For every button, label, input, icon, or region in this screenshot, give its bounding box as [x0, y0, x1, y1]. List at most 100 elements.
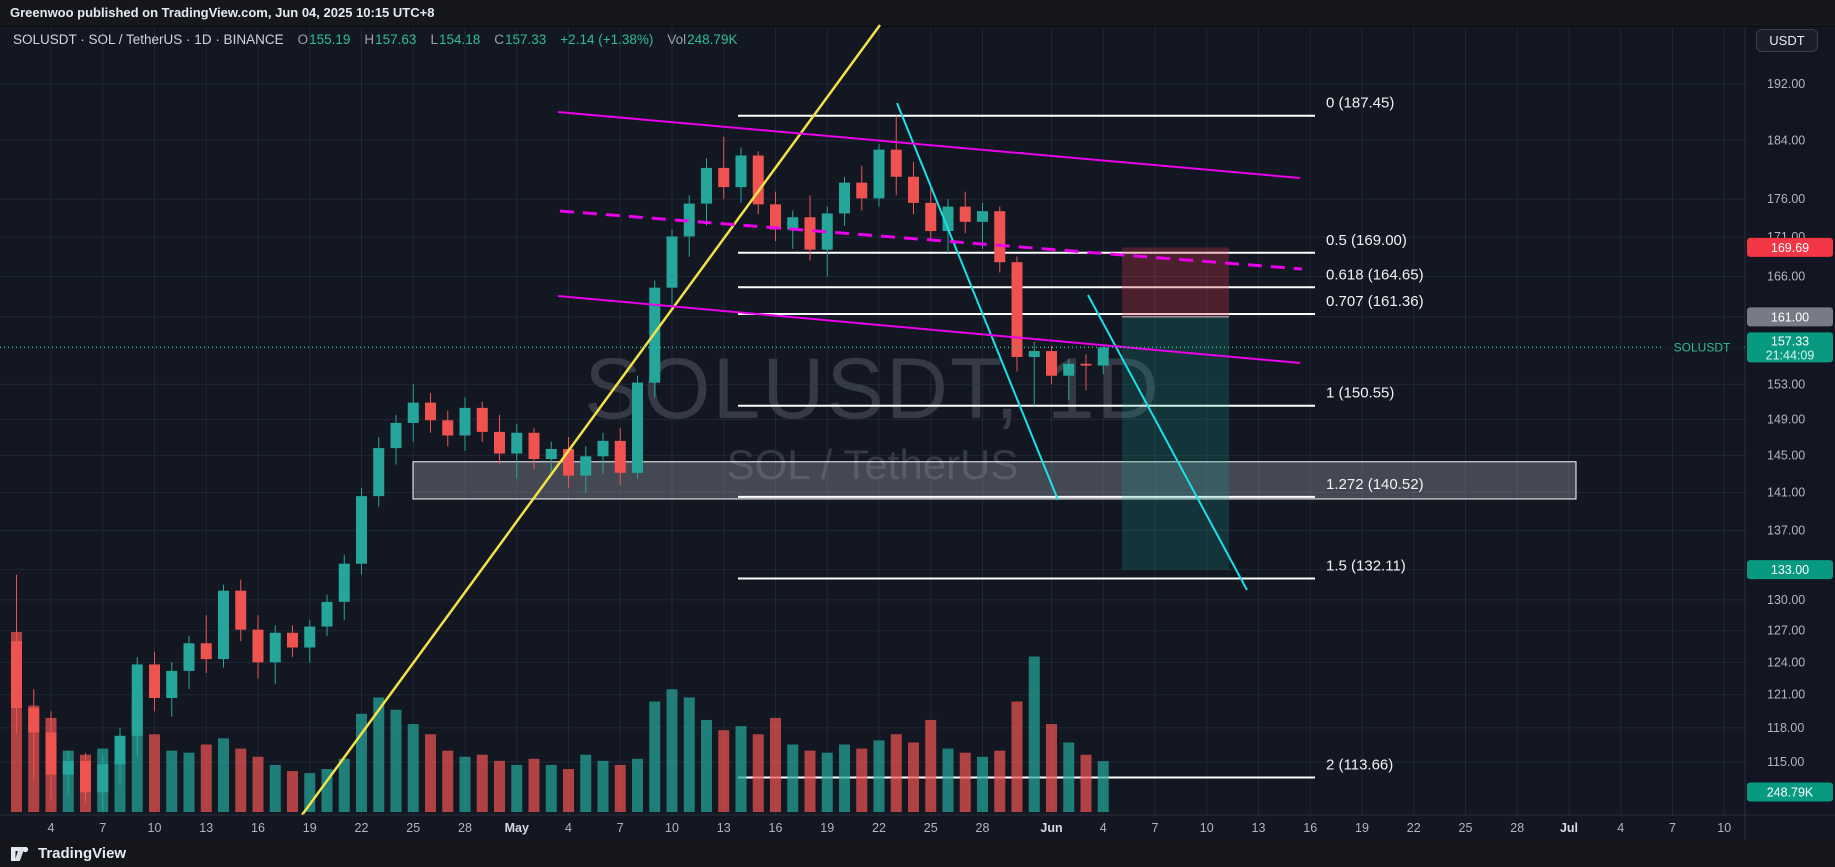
- volume-bar: [218, 738, 229, 812]
- symbol-info-bar[interactable]: SOLUSDT · SOL / TetherUS · 1D · BINANCE …: [13, 32, 737, 47]
- tradingview-logo-icon[interactable]: [10, 845, 30, 863]
- time-axis-label: 22: [355, 821, 369, 835]
- fib-level-label: 1.272 (140.52): [1326, 476, 1424, 493]
- candle-body: [511, 432, 523, 454]
- volume-bar: [252, 756, 264, 812]
- candle-body: [839, 182, 850, 214]
- volume-bar: [476, 754, 488, 812]
- volume-bar: [511, 764, 523, 812]
- ohlc-high: H 157.63: [364, 32, 417, 47]
- price-axis-label: 115.00: [1767, 755, 1804, 769]
- candle-body: [356, 496, 367, 564]
- volume-bar: [804, 750, 816, 812]
- chart-canvas[interactable]: 0 (187.45) 0.5 (169.00) 0.618 (164.65) 0.70…: [0, 0, 1835, 840]
- volume-bar: [563, 769, 574, 812]
- volume-bar: [166, 750, 178, 812]
- candle-body: [528, 432, 540, 460]
- time-axis-label: 19: [303, 821, 317, 835]
- time-axis-label: 13: [717, 821, 731, 835]
- time-axis-label: 7: [1152, 821, 1159, 835]
- position-risk-box[interactable]: [1122, 247, 1229, 317]
- volume-bar: [373, 697, 385, 812]
- time-axis-label: 10: [148, 821, 162, 835]
- price-axis-label: 130.00: [1767, 593, 1805, 607]
- candle-body: [683, 203, 695, 237]
- candle-body: [442, 420, 454, 436]
- trendline-magenta-lower[interactable]: [557, 295, 1301, 364]
- volume-bar: [1011, 701, 1023, 812]
- price-axis-label: 141.00: [1767, 485, 1805, 499]
- volume-bar: [304, 773, 316, 812]
- price-axis-label: 149.00: [1767, 412, 1805, 426]
- volume-bar: [390, 709, 402, 812]
- candle-body: [28, 707, 40, 733]
- candle-body: [80, 760, 91, 793]
- candle-body: [1080, 363, 1092, 366]
- trendline-magenta-upper[interactable]: [557, 111, 1301, 179]
- volume-bar: [977, 756, 988, 812]
- candle-body: [407, 402, 419, 423]
- ohlc-close: C 157.33: [494, 32, 547, 47]
- candle-body: [994, 211, 1006, 263]
- candle-body: [787, 217, 799, 230]
- candle-body: [649, 287, 661, 383]
- footer-brand[interactable]: TradingView: [38, 845, 127, 862]
- publish-header: Greenwoo published on TradingView.com, J…: [0, 0, 1835, 27]
- time-axis-label: 4: [565, 821, 572, 835]
- candle-body: [925, 202, 937, 232]
- candle-body: [666, 236, 678, 288]
- candle-body: [632, 382, 643, 473]
- candlestick-series[interactable]: [11, 115, 1109, 812]
- volume-bar: [908, 742, 919, 812]
- currency-toggle-button[interactable]: USDT: [1756, 29, 1818, 52]
- candle-body: [338, 563, 350, 602]
- candle-body: [235, 590, 247, 630]
- time-axis-label: 25: [924, 821, 938, 835]
- candle-body: [287, 632, 298, 648]
- volume-bar: [1046, 724, 1057, 812]
- candle-body: [62, 760, 74, 775]
- trendline-yellow-uptrend[interactable]: [300, 24, 882, 816]
- time-axis-label: 13: [199, 821, 213, 835]
- price-axis-label: 118.00: [1767, 721, 1804, 735]
- volume-bar: [459, 756, 471, 812]
- last-price-badge-text: 157.33: [1771, 334, 1809, 348]
- candle-body: [114, 735, 126, 765]
- volume-bar: [925, 719, 937, 812]
- candle-body: [476, 407, 488, 432]
- volume-bar: [873, 740, 885, 812]
- price-axis-panel[interactable]: [1746, 28, 1835, 815]
- candle-body: [1063, 363, 1075, 376]
- symbol-title[interactable]: SOLUSDT · SOL / TetherUS · 1D · BINANCE: [13, 32, 284, 47]
- price-axis-label: 166.00: [1767, 269, 1805, 283]
- time-axis-label: 13: [1252, 821, 1266, 835]
- volume-bar: [494, 760, 505, 812]
- supply-zone-band[interactable]: [412, 461, 1577, 500]
- volume-bar: [528, 758, 540, 812]
- candle-body: [494, 431, 505, 454]
- price-axis-label: 121.00: [1767, 688, 1805, 702]
- position-reward-box[interactable]: [1122, 316, 1229, 570]
- trendline-cyan-downtrend-2[interactable]: [1087, 294, 1248, 591]
- trendline-magenta-median[interactable]: [559, 209, 1303, 271]
- volume-bar: [787, 744, 799, 812]
- time-axis-label: 4: [48, 821, 55, 835]
- time-axis-label: 25: [1459, 821, 1473, 835]
- time-axis-label: 10: [665, 821, 679, 835]
- candle-body: [1011, 262, 1023, 357]
- time-axis-label: 10: [1200, 821, 1214, 835]
- volume-bar: [735, 726, 747, 812]
- candle-body: [856, 182, 868, 199]
- fib-level-label: 2 (113.66): [1326, 757, 1393, 774]
- last-price-badge: [1747, 332, 1833, 363]
- candle-body: [252, 629, 264, 663]
- trendline-cyan-downtrend-1[interactable]: [896, 102, 1059, 501]
- volume-bar: [597, 760, 609, 812]
- price-badge-stop-loss-text: 169.69: [1771, 241, 1809, 255]
- volume-bar: [269, 764, 281, 812]
- volume-bar: [718, 730, 730, 812]
- volume-bar: [839, 744, 850, 812]
- time-axis-label: 7: [99, 821, 106, 835]
- candle-body: [545, 449, 557, 460]
- ohlc-low: L 154.18: [430, 32, 481, 47]
